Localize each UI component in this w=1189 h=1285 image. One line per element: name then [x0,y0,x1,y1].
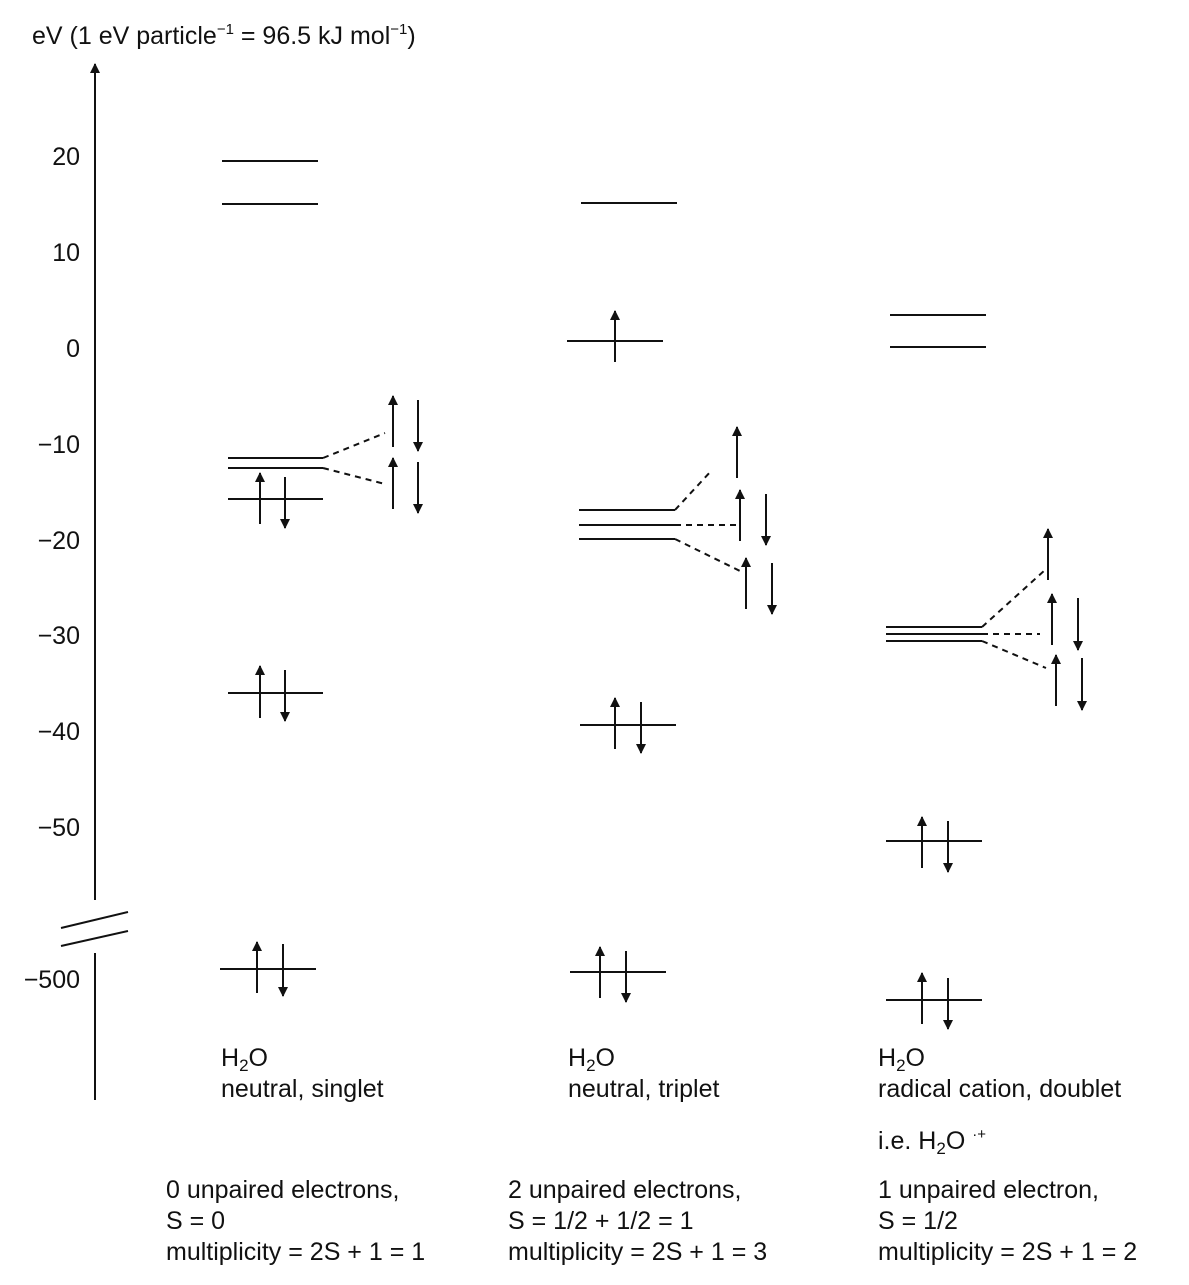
column-2-multiplicity: multiplicity = 2S + 1 = 3 [508,1238,768,1266]
correlation-line [322,467,386,485]
tick-label-minus-30: −30 [37,622,80,650]
correlation-line [981,640,1047,669]
correlation-line [674,469,713,511]
correlation-line [674,538,741,572]
tick-label-minus-50: −50 [37,814,80,842]
energy-axis-title: eV (1 eV particle−1 = 96.5 kJ mol−1) [32,21,416,50]
column-2-spin: S = 1/2 + 1/2 = 1 [508,1207,694,1235]
column-3-unpaired: 1 unpaired electron, [878,1176,1099,1204]
column-1-multiplicity: multiplicity = 2S + 1 = 1 [166,1238,426,1266]
column-1-unpaired: 0 unpaired electrons, [166,1176,400,1204]
column-1-formula: H2O [221,1044,268,1075]
tick-label-20: 20 [52,143,80,171]
column-2-unpaired: 2 unpaired electrons, [508,1176,742,1204]
tick-label-minus-40: −40 [37,718,80,746]
axis-break-mark [60,930,129,947]
column-3-state: radical cation, doublet [878,1075,1122,1103]
axis-break-mark [60,911,129,929]
tick-label-minus-10: −10 [37,431,80,459]
column-1-spin: S = 0 [166,1207,226,1235]
tick-label-0: 0 [66,335,80,363]
column-3-formula: H2O [878,1044,925,1075]
column-3-spin: S = 1/2 [878,1207,958,1235]
correlation-line [981,569,1046,628]
tick-label-minus-500: −500 [23,966,80,994]
column-2-formula: H2O [568,1044,615,1075]
correlation-line [322,432,386,459]
tick-label-minus-20: −20 [37,527,80,555]
tick-label-10: 10 [52,239,80,267]
column-1-state: neutral, singlet [221,1075,384,1103]
column-2-state: neutral, triplet [568,1075,720,1103]
column-3-ion-note: i.e. H2O ·+ [878,1126,986,1158]
column-3-multiplicity: multiplicity = 2S + 1 = 2 [878,1238,1138,1266]
